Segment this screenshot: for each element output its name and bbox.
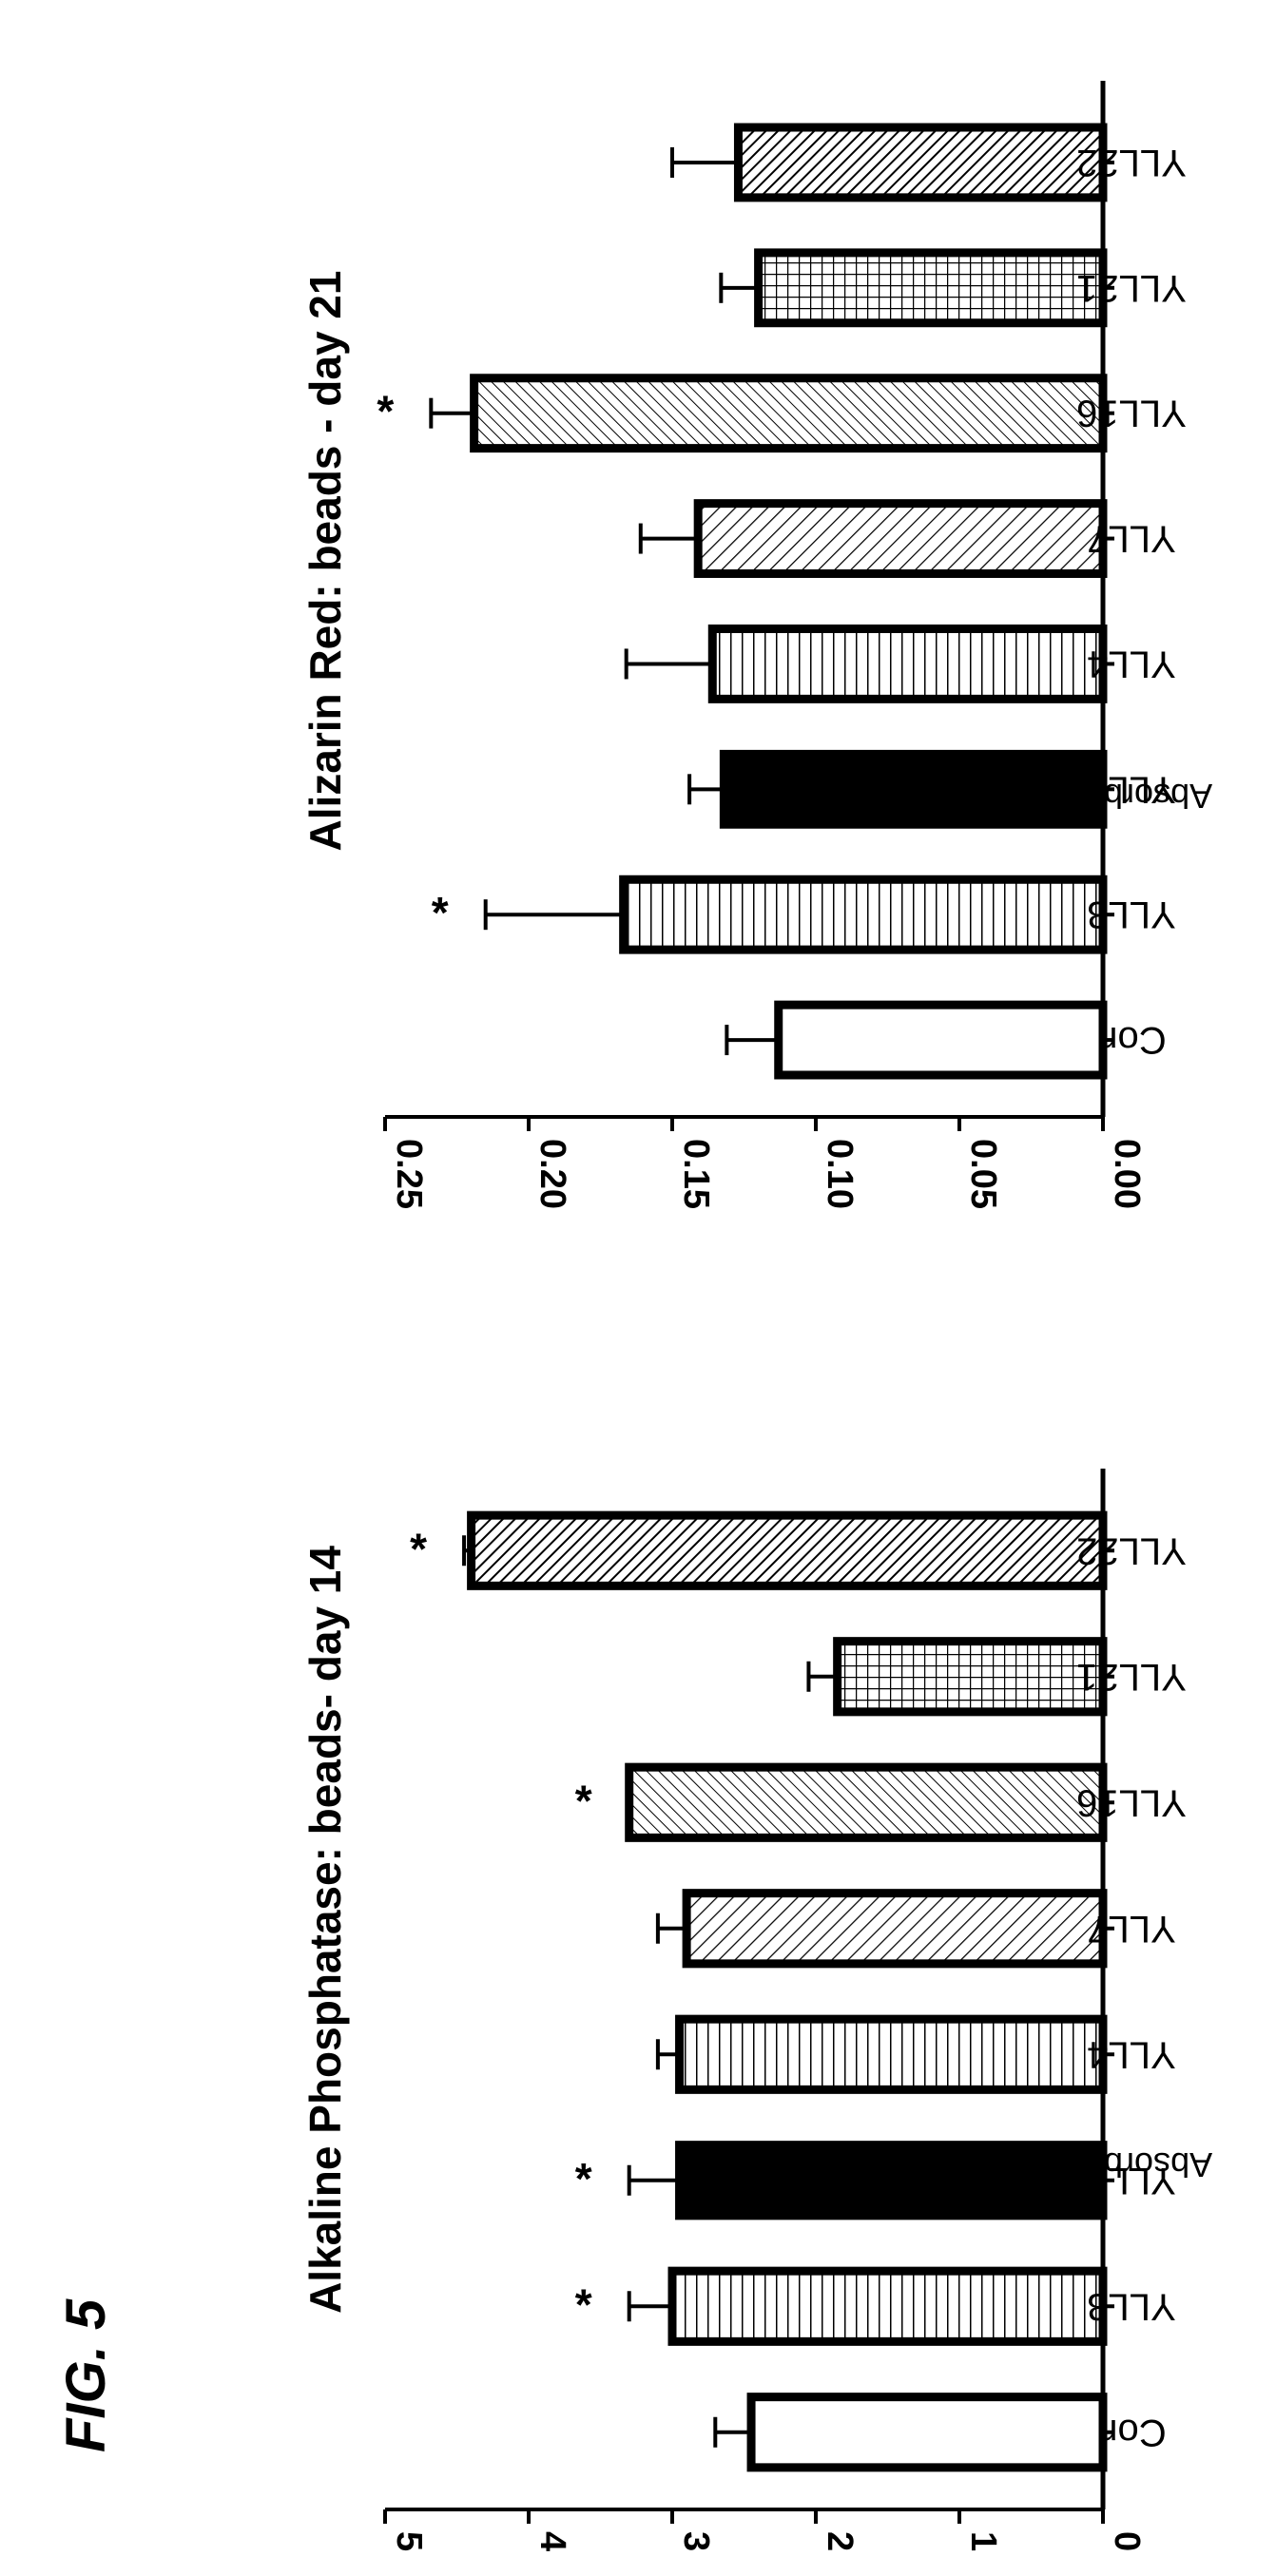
significance-star: * [410,1524,427,1573]
bar-yll21 [754,248,1108,328]
alizarin-red-bars: ** [377,123,1108,1080]
category-label: YLL21 [1076,1656,1187,1698]
bar-yll7 [682,1889,1108,1969]
category-label: YLL4 [1087,2033,1175,2075]
category-label: YLL21 [1076,267,1187,309]
bar-yll21 [833,1637,1108,1717]
value-tick-label: 0.20 [532,1139,572,1209]
bar-yll8 [719,749,1108,829]
significance-star: * [575,1776,592,1825]
value-tick-label: 0.05 [963,1139,1003,1209]
bar-con [774,1000,1108,1080]
alizarin-red-title: Alizarin Red: beads - day 21 [300,271,350,852]
alizarin-red-panel: Alizarin Red: beads - day 21 Absorbance … [300,81,1212,1209]
alizarin-red-axes: 0.00 0.05 0.10 0.15 0.20 0.25 Con YLL3 YLL8 YLL4 Y… [383,81,1187,1209]
value-tick-label: 0 [1107,2531,1147,2551]
bar-yll4 [675,2014,1108,2094]
alkaline-phosphatase-bars: * * * * [410,1510,1108,2472]
value-tick-label: 4 [532,2531,572,2551]
significance-star: * [575,2279,592,2329]
category-label: YLL7 [1087,1908,1175,1950]
bar-yll3 [667,2266,1108,2346]
category-label: YLL7 [1087,518,1175,560]
bar-con [746,2393,1108,2472]
significance-star: * [377,387,394,436]
alkaline-phosphatase-axes: 0 1 2 3 4 5 Con YLL3 YLL8 YLL4 YLL7 YLL16 YLL21 YLL22 [383,1469,1187,2551]
bar-yll8 [675,2141,1108,2220]
category-label: YLL22 [1076,1529,1187,1571]
category-label: YLL3 [1087,894,1175,935]
bar-yll16 [625,1762,1108,1842]
category-label: YLL3 [1087,2285,1175,2327]
figure-label: FIG. 5 [55,2298,117,2452]
value-tick-label: 5 [389,2531,429,2551]
value-tick-label: 3 [676,2531,716,2551]
value-tick-label: 1 [963,2531,1003,2551]
category-label: Con [1096,2412,1166,2453]
value-tick-label: 2 [820,2531,860,2551]
bar-yll7 [693,499,1108,578]
bar-yll22 [467,1510,1108,1590]
category-label: YLL8 [1087,2160,1175,2201]
value-tick-label: 0.15 [676,1139,716,1209]
category-label: YLL8 [1087,768,1175,810]
bar-yll3 [619,875,1108,954]
category-label: YLL16 [1076,1781,1187,1823]
category-label: YLL4 [1087,643,1175,684]
value-tick-label: 0.10 [820,1139,860,1209]
value-tick-label: 0.00 [1107,1139,1147,1209]
category-label: YLL16 [1076,393,1187,434]
bar-yll22 [733,123,1108,202]
alkaline-phosphatase-title: Alkaline Phosphatase: beads- day 14 [300,1546,350,2314]
significance-star: * [575,2154,592,2203]
bar-yll16 [470,374,1108,453]
alkaline-phosphatase-panel: Alkaline Phosphatase: beads- day 14 Abso… [300,1469,1212,2551]
value-tick-label: 0.25 [389,1139,429,1209]
category-label: Con [1096,1019,1166,1061]
bar-yll4 [707,625,1108,703]
significance-star: * [432,888,449,937]
category-label: YLL22 [1076,142,1187,183]
